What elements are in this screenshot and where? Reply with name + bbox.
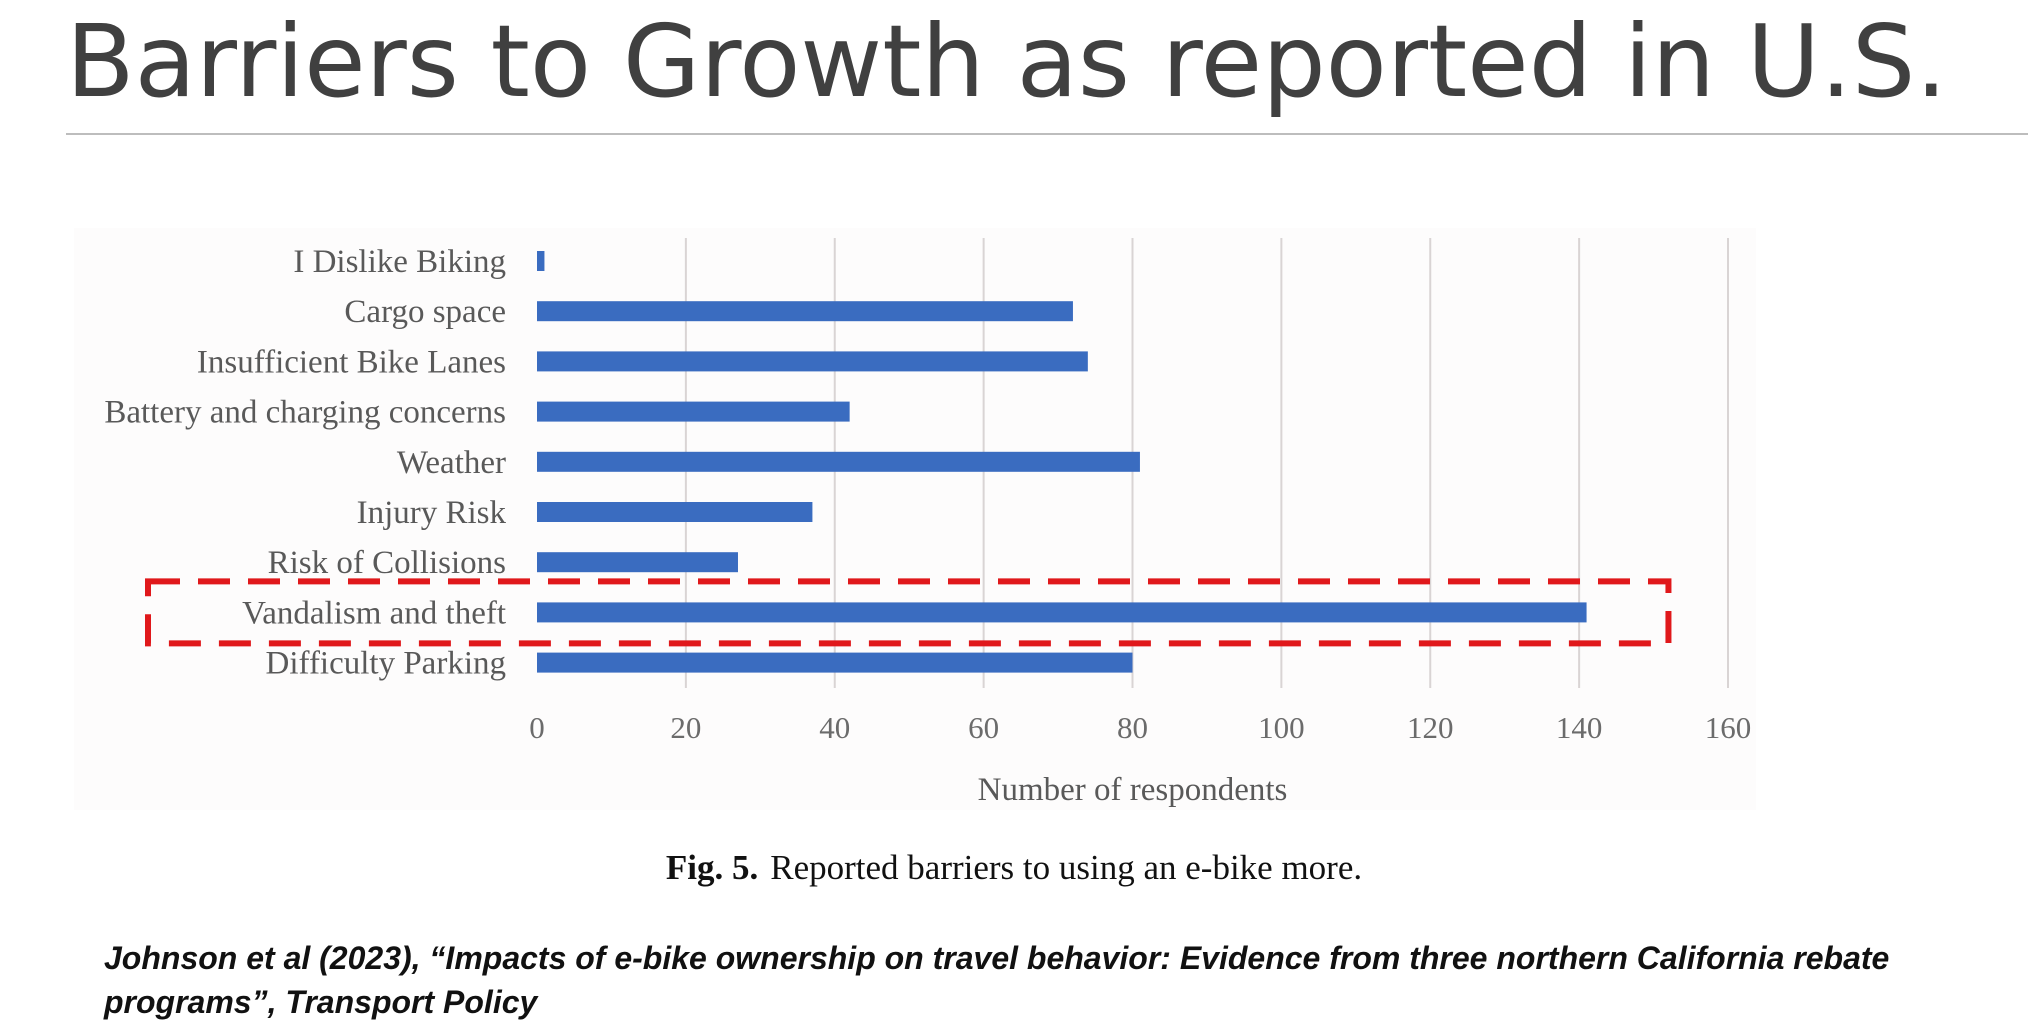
x-tick-label: 80 xyxy=(1117,710,1148,745)
plot-background xyxy=(74,228,1756,810)
category-label: Difficulty Parking xyxy=(266,646,506,682)
x-tick-label: 120 xyxy=(1407,710,1454,745)
category-label: Injury Risk xyxy=(357,495,507,531)
x-tick-label: 0 xyxy=(529,710,545,745)
bar xyxy=(537,451,1140,472)
figure-number: Fig. 5. xyxy=(665,848,759,887)
x-tick-label: 40 xyxy=(819,710,850,745)
slide-title: Barriers to Growth as reported in U.S. xyxy=(66,3,1948,120)
category-label: Vandalism and theft xyxy=(242,595,506,631)
x-tick-label: 20 xyxy=(670,710,701,745)
title-divider xyxy=(66,133,2028,135)
category-labels: I Dislike Biking Cargo space Insufficient … xyxy=(104,244,506,682)
category-label: Battery and charging concerns xyxy=(104,395,506,431)
bar xyxy=(537,401,850,422)
figure-caption-text: Reported barriers to using an e-bike mor… xyxy=(770,848,1363,887)
category-label: Cargo space xyxy=(344,294,506,330)
bar xyxy=(537,502,813,522)
category-label: Weather xyxy=(397,445,506,481)
bars xyxy=(537,251,1587,673)
x-tick-label: 60 xyxy=(968,710,999,745)
bar xyxy=(537,552,738,573)
x-tick-labels: 0 20 40 60 80 100 120 140 160 xyxy=(529,710,1751,745)
bar xyxy=(537,301,1073,322)
category-label: I Dislike Biking xyxy=(293,244,506,280)
bar xyxy=(537,251,545,271)
source-citation: Johnson et al (2023), “Impacts of e-bike… xyxy=(104,940,1890,1020)
bar xyxy=(537,602,1587,623)
bar xyxy=(537,652,1133,673)
category-label: Insufficient Bike Lanes xyxy=(197,344,506,380)
bar xyxy=(537,351,1088,372)
x-tick-label: 100 xyxy=(1258,710,1305,745)
figure-caption: Fig. 5. Reported barriers to using an e-b… xyxy=(0,848,2028,888)
x-tick-label: 160 xyxy=(1705,710,1752,745)
highlight-box xyxy=(145,578,1672,647)
category-label: Risk of Collisions xyxy=(268,545,506,581)
x-tick-label: 140 xyxy=(1556,710,1603,745)
x-axis-title: Number of respondents xyxy=(978,772,1288,808)
